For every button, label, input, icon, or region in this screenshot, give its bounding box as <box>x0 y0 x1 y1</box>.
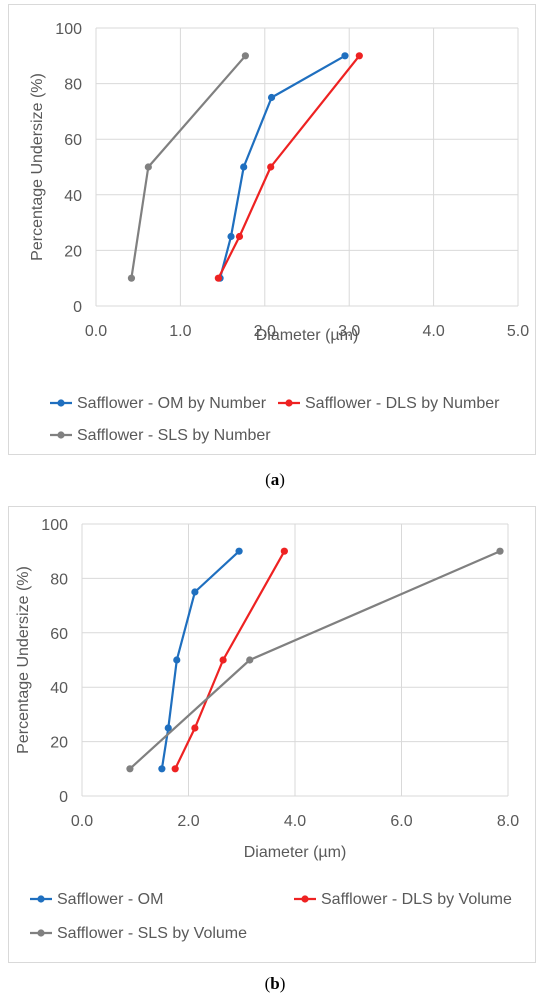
legend-entry-label: Safflower - OM <box>57 891 163 908</box>
data-point <box>219 656 227 664</box>
legend-swatch-marker <box>37 929 45 937</box>
data-point <box>227 232 235 241</box>
x-tick-label: 8.0 <box>497 813 519 830</box>
data-point <box>241 52 249 60</box>
y-tick-label: 20 <box>64 243 82 260</box>
caption-a: (a) <box>265 470 285 489</box>
y-tick-label: 80 <box>50 571 68 588</box>
x-tick-label: 1.0 <box>169 323 191 340</box>
legend-swatch-marker <box>37 895 45 903</box>
y-axis-title: Percentage Undersize (%) <box>29 73 46 261</box>
data-point <box>158 765 166 773</box>
data-point <box>235 232 244 241</box>
y-tick-label: 20 <box>50 735 68 752</box>
x-tick-label: 0.0 <box>85 323 107 340</box>
data-point <box>341 52 349 60</box>
legend-entry-label: Safflower - DLS by Number <box>305 395 500 412</box>
y-tick-label: 40 <box>64 188 82 205</box>
legend-swatch-marker <box>285 399 293 407</box>
data-point <box>280 547 288 555</box>
data-point <box>164 724 172 732</box>
data-point <box>214 274 222 282</box>
y-tick-label: 40 <box>50 680 68 697</box>
legend-swatch-marker <box>57 431 65 439</box>
chart-b: 0 20 40 60 80 100 0.0 2.0 4.0 6.0 8.0 Diameter (µm)… <box>8 506 536 963</box>
y-tick-label: 60 <box>64 132 82 149</box>
chart-panel-a: 0 20 40 60 80 100 0.0 1.0 2.0 3.0 4.0 5.0 Diameter (… <box>0 0 550 460</box>
legend-swatch-marker <box>57 399 65 407</box>
data-point <box>127 274 136 282</box>
x-tick-label: 0.0 <box>71 813 93 830</box>
chart-panel-b: 0 20 40 60 80 100 0.0 2.0 4.0 6.0 8.0 Diameter (µm)… <box>0 500 550 966</box>
data-point <box>171 765 179 773</box>
x-tick-label: 5.0 <box>507 323 529 340</box>
series-line-2 <box>174 550 286 770</box>
x-tick-label: 6.0 <box>390 813 412 830</box>
legend-swatch-marker <box>301 895 309 903</box>
x-axis-title: Diameter (µm) <box>244 844 347 861</box>
data-point <box>144 163 152 171</box>
data-point <box>246 656 254 664</box>
x-tick-label: 2.0 <box>254 323 276 340</box>
data-point <box>191 724 199 732</box>
chart-a: 0 20 40 60 80 100 0.0 1.0 2.0 3.0 4.0 5.0 Diameter (… <box>8 4 536 455</box>
y-tick-label: 100 <box>55 21 82 38</box>
legend-entry-label: Safflower - SLS by Volume <box>57 925 247 942</box>
y-tick-label: 100 <box>41 517 68 534</box>
chart-frame <box>8 506 536 963</box>
x-tick-label: 2.0 <box>177 813 199 830</box>
data-point <box>267 93 276 102</box>
data-point <box>496 547 504 555</box>
data-point <box>191 588 199 596</box>
y-tick-label: 80 <box>64 77 82 94</box>
data-point <box>267 163 275 171</box>
y-tick-label: 0 <box>73 299 82 316</box>
y-axis-title: Percentage Undersize (%) <box>15 566 32 754</box>
legend-entry-label: Safflower - DLS by Volume <box>321 891 512 908</box>
data-point <box>173 656 181 664</box>
x-axis-title: Diameter (µm) <box>256 327 359 344</box>
legend-entry-label: Safflower - SLS by Number <box>77 427 271 444</box>
x-tick-label: 3.0 <box>338 323 360 340</box>
y-tick-label: 0 <box>59 789 68 806</box>
x-tick-label: 4.0 <box>422 323 444 340</box>
chart-frame <box>8 4 536 455</box>
data-point <box>126 765 134 773</box>
data-point <box>235 547 243 555</box>
x-tick-label: 4.0 <box>284 813 306 830</box>
legend-entry-label: Safflower - OM by Number <box>77 395 267 412</box>
y-tick-label: 60 <box>50 626 68 643</box>
series-line-2 <box>217 55 361 279</box>
data-point <box>355 52 363 60</box>
caption-b: (b) <box>264 974 286 993</box>
data-point <box>240 163 248 171</box>
